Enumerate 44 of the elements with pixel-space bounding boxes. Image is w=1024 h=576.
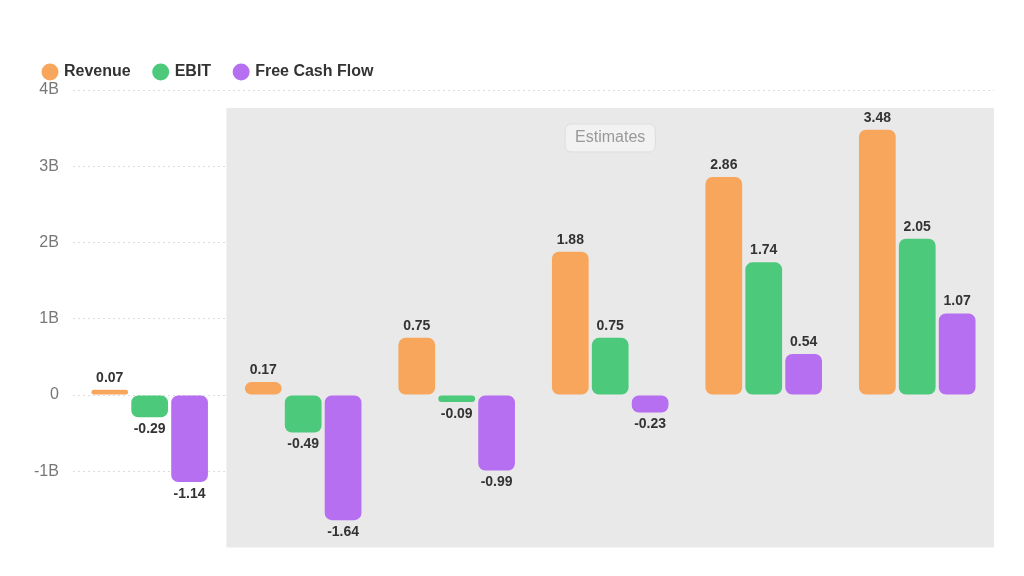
- data-label: 0.07: [96, 368, 124, 385]
- data-label: 0.75: [403, 316, 431, 333]
- bar: [324, 395, 362, 521]
- y-tick-label: 0: [49, 385, 59, 403]
- bar: [284, 395, 322, 433]
- data-label: 0.17: [249, 360, 278, 377]
- bar: [591, 337, 629, 395]
- y-tick-label: 1B: [39, 309, 59, 327]
- data-label: -1.14: [173, 484, 206, 501]
- bar: [91, 389, 129, 395]
- data-label: 1.07: [943, 292, 971, 309]
- bar: [898, 238, 936, 395]
- data-label: -0.49: [287, 435, 320, 452]
- annotation: Estimates: [575, 128, 646, 146]
- data-label: -0.29: [133, 420, 166, 437]
- data-label: -0.09: [440, 404, 473, 421]
- y-tick-label: -1B: [33, 461, 59, 479]
- data-label: 2.05: [903, 217, 932, 234]
- legend-label: Revenue: [64, 62, 131, 80]
- y-tick-label: 4B: [39, 80, 59, 98]
- bar: [745, 262, 783, 395]
- data-label: 1.88: [556, 230, 585, 247]
- data-label: -0.23: [634, 415, 667, 432]
- y-tick-label: 2B: [39, 232, 59, 250]
- data-label: -1.64: [327, 523, 360, 539]
- data-label: 1.74: [750, 241, 778, 258]
- bar: [478, 395, 515, 471]
- bar: [131, 395, 169, 418]
- legend-label: Free Cash Flow: [255, 62, 374, 80]
- bar: [171, 395, 208, 483]
- bar: [398, 337, 436, 395]
- legend-label: EBIT: [174, 62, 212, 80]
- data-label: 0.54: [790, 332, 818, 349]
- bar: [938, 313, 976, 395]
- data-label: 0.75: [596, 316, 625, 333]
- y-tick-label: 3B: [39, 156, 59, 174]
- data-label: -0.99: [480, 473, 513, 490]
- data-label: 3.48: [863, 108, 892, 125]
- data-label: 2.86: [710, 155, 738, 172]
- bar: [705, 176, 743, 395]
- bar: [438, 395, 476, 402]
- bar: [551, 251, 589, 395]
- bar: [785, 353, 822, 395]
- bar: [858, 129, 896, 395]
